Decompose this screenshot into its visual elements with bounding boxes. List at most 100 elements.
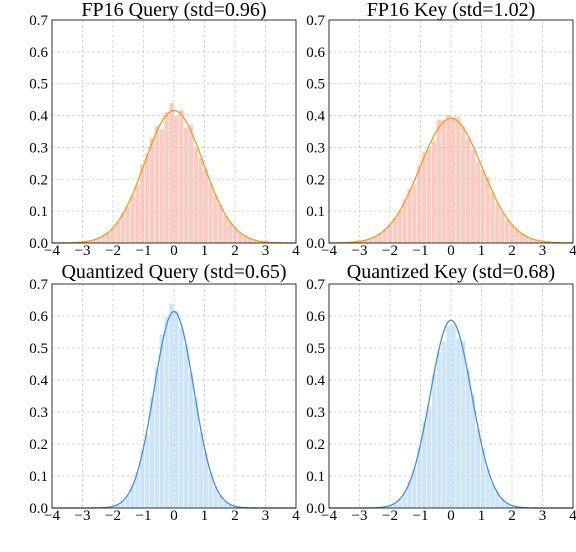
histogram-bar [495, 203, 500, 243]
histogram-bar [188, 372, 194, 508]
panel-title: FP16 Query (std=0.96) [81, 0, 266, 21]
histogram-bar [504, 503, 510, 508]
panel-fp16-key: −4 −3 −2 −1 0 1 2 3 4 0.0 0.1 0.2 0.3 0.4 0.5 0.6 0.7 FP1… [306, 0, 576, 259]
y-tick-label: 0.4 [29, 109, 48, 125]
histogram-bar [412, 184, 417, 243]
histogram-bar [169, 303, 174, 508]
histogram-bar [426, 406, 432, 508]
x-tick-label: 0 [170, 243, 178, 259]
histogram-bar [198, 432, 203, 508]
x-tick-label: −1 [413, 243, 429, 259]
histogram-bar [461, 340, 466, 508]
histogram-bar [120, 501, 125, 508]
panel-title: FP16 Key (std=1.02) [367, 0, 536, 21]
y-tick-label: 0.1 [306, 204, 325, 220]
histogram-bar [242, 236, 247, 243]
histogram-bar [490, 192, 495, 243]
histogram-bar [218, 204, 223, 243]
histogram-bar [422, 152, 427, 243]
histogram-bar [140, 164, 145, 243]
y-tick-label: 0.1 [29, 469, 48, 485]
y-tick-label: 0.6 [306, 45, 325, 61]
histogram-bar [441, 341, 446, 508]
x-tick-label: 1 [478, 508, 486, 524]
y-tick-label: 0.3 [29, 140, 48, 156]
y-tick-label: 0.0 [306, 501, 325, 517]
histogram-bar [257, 241, 262, 243]
y-tick-label: 0.5 [29, 341, 48, 357]
histogram-bar [232, 506, 238, 508]
histogram-bar [470, 150, 476, 243]
x-tick-label: 1 [478, 243, 486, 259]
histogram-bar [218, 494, 223, 508]
y-tick-label: 0.0 [29, 236, 48, 252]
x-tick-label: −2 [382, 243, 398, 259]
x-tick-label: 0 [170, 508, 178, 524]
panel-quantized-key: −4 −3 −2 −1 0 1 2 3 4 0.0 0.1 0.2 0.3 0.4 0.5 0.6 0.7 Qua… [306, 261, 576, 524]
histogram-bar [159, 334, 164, 508]
histogram-bar [431, 374, 437, 508]
histogram-bar [397, 210, 402, 243]
histogram-bar [164, 317, 169, 508]
histogram-bar [456, 338, 461, 508]
histogram-bar [159, 129, 164, 243]
histogram-bar [125, 495, 130, 508]
histogram-bar [203, 168, 208, 243]
panel-quantized-query: −4 −3 −2 −1 0 1 2 3 4 0.0 0.1 0.2 0.3 0.4 0.5 0.6 0.7 Qua… [29, 261, 300, 524]
histogram-bar [130, 486, 135, 508]
x-tick-label: 2 [231, 243, 239, 259]
histogram-bar [247, 238, 252, 243]
x-tick-label: −3 [352, 243, 368, 259]
x-tick-label: −2 [105, 243, 121, 259]
x-tick-label: 0 [447, 243, 455, 259]
histogram-bar [101, 236, 106, 243]
y-tick-label: 0.6 [29, 309, 48, 325]
histogram-bar [110, 506, 116, 508]
x-tick-label: 2 [508, 243, 516, 259]
x-tick-label: −2 [382, 508, 398, 524]
histogram-bar [407, 481, 412, 508]
plot-frame [51, 19, 297, 244]
histogram-bar [465, 369, 471, 508]
fit-curve [52, 109, 296, 244]
x-tick-label: −1 [413, 508, 429, 524]
histogram-bar [465, 138, 471, 243]
y-tick-label: 0.0 [306, 236, 325, 252]
x-tick-label: −4 [321, 243, 337, 259]
histogram-bar [252, 239, 257, 243]
histogram-bar [149, 396, 155, 508]
histogram-bar [509, 505, 515, 508]
histogram-bar [237, 232, 243, 243]
histogram-bar [145, 153, 150, 243]
y-tick-label: 0.4 [306, 109, 325, 125]
histogram-bar [514, 229, 520, 243]
histogram-bar [135, 472, 140, 508]
y-tick-label: 0.4 [306, 373, 325, 389]
histogram-bar [446, 114, 451, 244]
histogram-bar [412, 469, 417, 508]
panel-title: Quantized Query (std=0.65) [61, 261, 286, 283]
x-tick-label: 3 [539, 508, 547, 524]
x-tick-label: 0 [447, 508, 455, 524]
histogram-bar [135, 184, 140, 243]
histogram-bar [529, 238, 534, 243]
histogram-bar [208, 183, 213, 243]
histogram-bar [451, 116, 456, 243]
y-tick-label: 0.7 [306, 277, 325, 293]
panel-fp16-query: −4 −3 −2 −1 0 1 2 3 4 0.0 0.1 0.2 0.3 0.4 0.5 0.6 0.7 FP1… [29, 0, 300, 259]
y-tick-label: 0.1 [306, 469, 325, 485]
histogram-bar [524, 236, 529, 243]
x-tick-label: −3 [75, 508, 91, 524]
histogram-bar [169, 103, 174, 243]
x-tick-label: −1 [136, 243, 152, 259]
histogram-bar [91, 239, 96, 243]
histogram-bar [193, 147, 199, 243]
histogram-bar [125, 206, 130, 243]
y-tick-label: 0.3 [306, 405, 325, 421]
plot-frame [328, 283, 574, 509]
x-tick-label: 1 [201, 508, 209, 524]
histogram-bar [451, 324, 456, 508]
histogram-bar [193, 397, 199, 508]
y-tick-label: 0.3 [29, 405, 48, 421]
